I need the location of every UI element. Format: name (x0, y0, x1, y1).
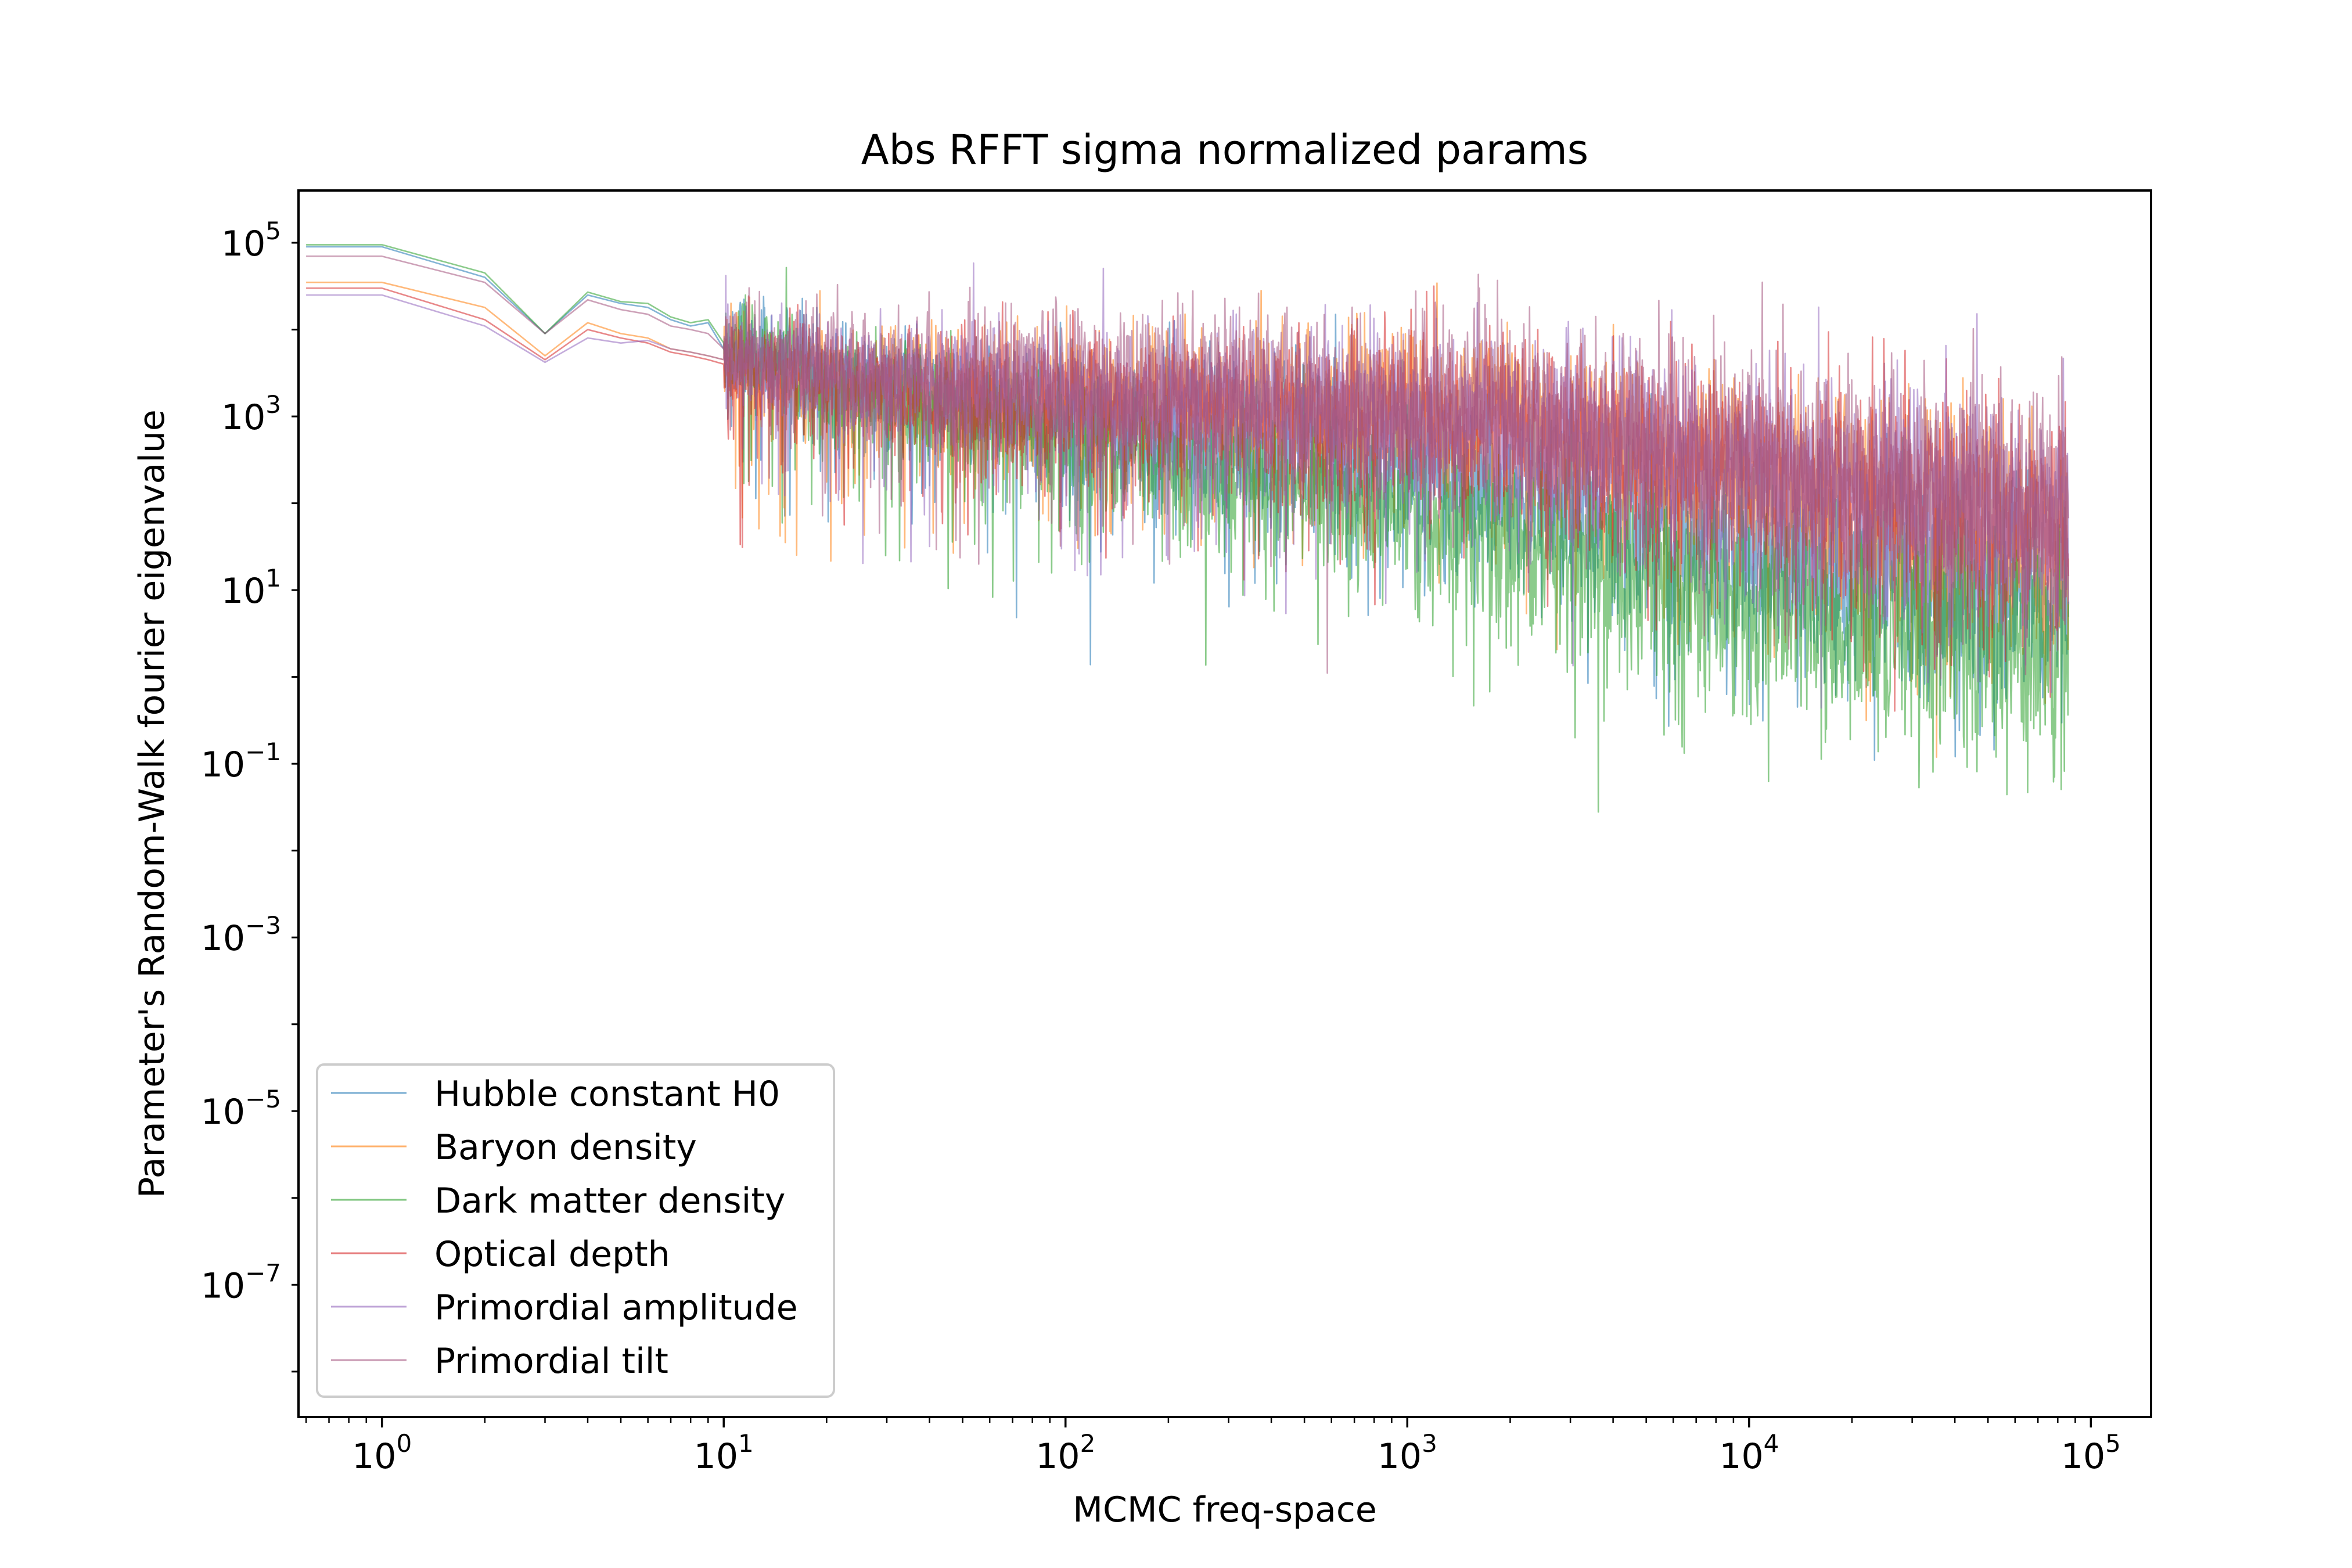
legend-label: Optical depth (434, 1234, 670, 1275)
x-tick-label: 105 (2061, 1429, 2121, 1477)
plot-frame (297, 189, 2152, 1418)
x-tick-label: 104 (1719, 1429, 1779, 1477)
chart-title: Abs RFFT sigma normalized params (861, 126, 1589, 174)
y-tick-label: 103 (221, 390, 281, 438)
series-layer (306, 244, 2070, 813)
y-axis-ticks: 105 103 101 10−1 10−3 10−5 10−7 (201, 217, 299, 1373)
legend-label: Primordial tilt (434, 1341, 668, 1382)
y-tick-label: 101 (221, 564, 281, 612)
x-tick-label: 103 (1378, 1429, 1437, 1477)
x-axis-label: MCMC freq-space (1073, 1490, 1377, 1530)
legend-label: Baryon density (434, 1127, 697, 1168)
y-axis-label: Parameter's Random-Walk fourier eigenval… (132, 409, 172, 1198)
legend-label: Dark matter density (434, 1181, 785, 1221)
legend-box (316, 1063, 835, 1398)
x-axis-ticks: 100 101 102 103 104 105 (305, 1417, 2121, 1477)
legend-label: Primordial amplitude (434, 1288, 798, 1328)
y-tick-label: 10−7 (201, 1258, 281, 1306)
x-tick-label: 100 (352, 1429, 412, 1477)
y-tick-label: 10−5 (201, 1085, 281, 1132)
x-tick-label: 102 (1035, 1429, 1095, 1477)
y-tick-label: 10−1 (201, 738, 281, 785)
y-tick-label: 105 (221, 217, 281, 264)
legend-label: Hubble constant H0 (434, 1074, 780, 1114)
legend: Hubble constant H0 Baryon density Dark mat… (316, 1063, 835, 1398)
series-line-primordial-tilt (306, 255, 2070, 679)
x-tick-label: 101 (694, 1429, 754, 1477)
y-tick-label: 10−3 (201, 911, 281, 959)
